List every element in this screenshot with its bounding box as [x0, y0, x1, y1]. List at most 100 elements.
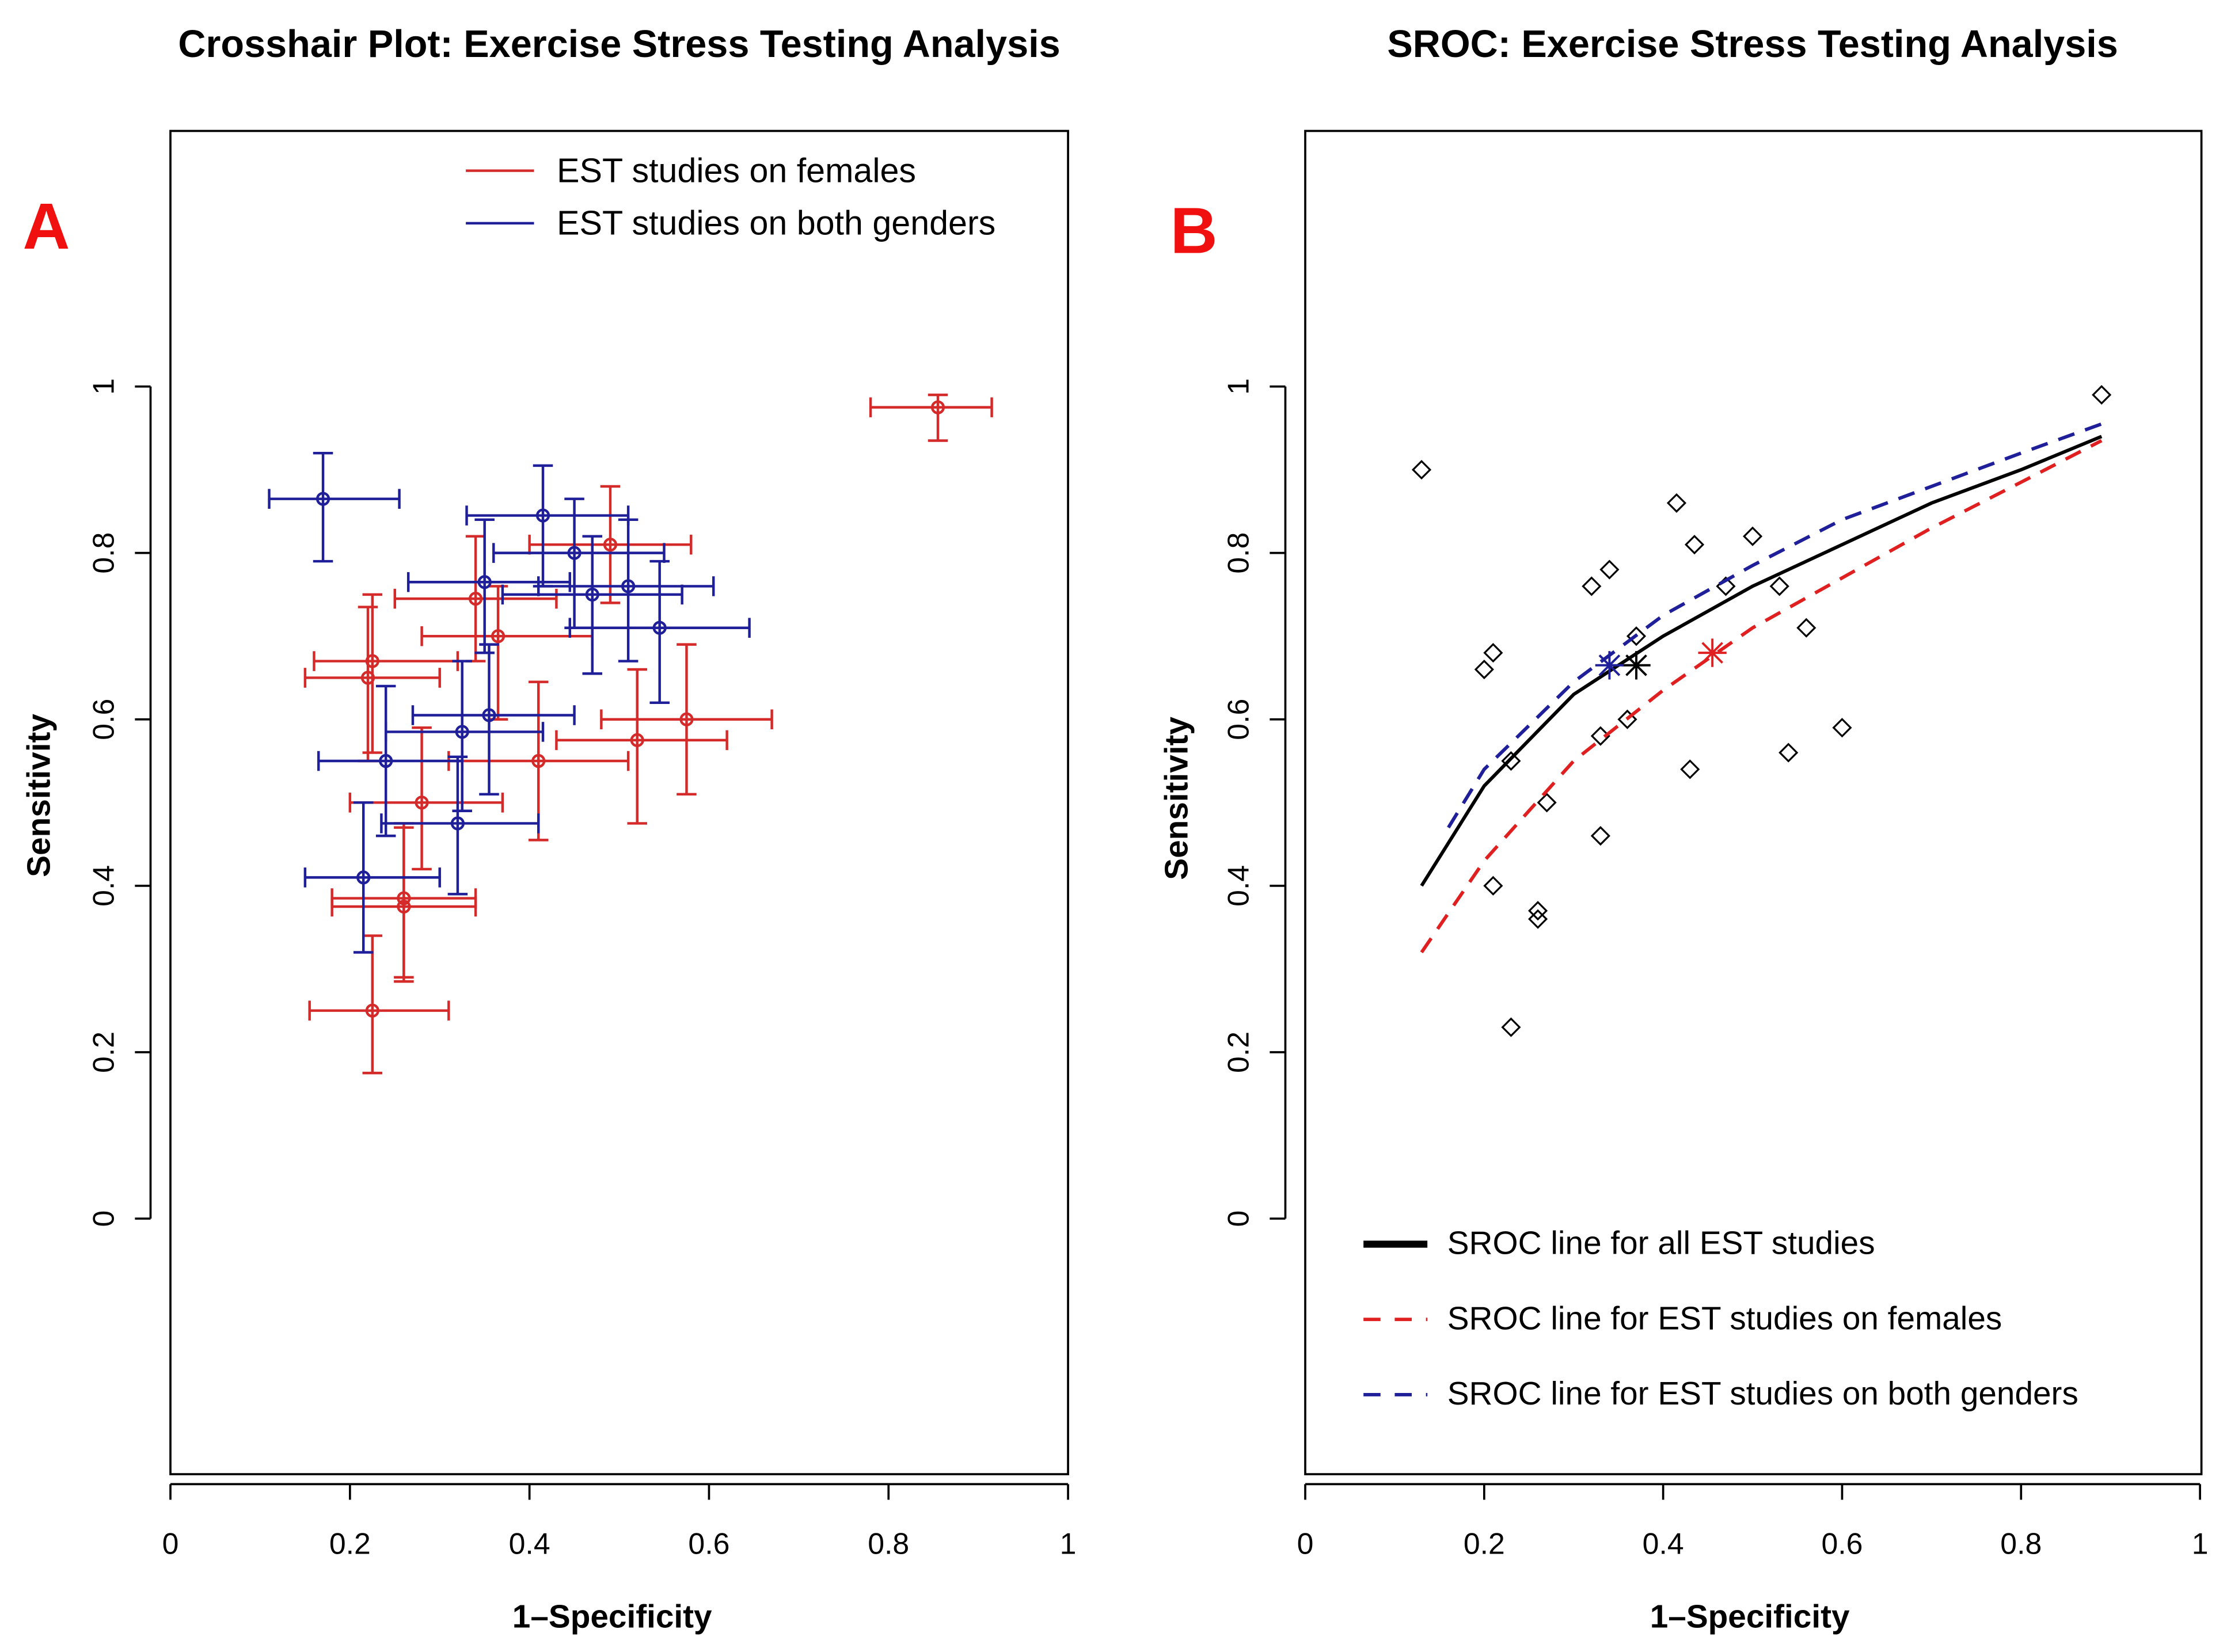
study-point	[1483, 876, 1503, 896]
summary-point-asterisk	[1698, 638, 1727, 667]
point-marker	[356, 870, 371, 885]
crosshair-point	[330, 826, 477, 983]
sroc-line-females	[1420, 439, 2103, 954]
crosshair-point	[268, 451, 401, 563]
crosshair-point	[465, 464, 630, 588]
crosshair-point	[555, 668, 728, 825]
study-point	[1528, 909, 1548, 929]
x-tick-label: 0.8	[868, 1527, 909, 1560]
legend-label: SROC line for EST studies on both gender…	[1447, 1376, 2078, 1412]
crosshair-point	[308, 934, 450, 1075]
point-marker	[397, 899, 411, 914]
study-point	[1617, 709, 1637, 729]
y-tick-label: 0.6	[1221, 699, 1255, 740]
study-point	[1626, 626, 1647, 646]
summary-point-asterisk	[1595, 651, 1624, 680]
y-tick-label: 0.4	[1221, 865, 1255, 907]
crosshair-point	[411, 643, 576, 796]
legend-label: EST studies on both genders	[557, 204, 995, 242]
summary-point-asterisk	[1622, 651, 1651, 680]
panel-b-title: SROC: Exercise Stress Testing Analysis	[1387, 23, 2118, 66]
x-tick-label: 0.2	[1464, 1527, 1505, 1560]
study-point	[1666, 493, 1687, 513]
x-tick-label: 0.4	[509, 1527, 550, 1560]
point-marker	[603, 538, 618, 552]
crosshair-point	[384, 660, 545, 812]
crosshair-point	[420, 585, 594, 721]
point-marker	[652, 621, 667, 635]
study-point	[1474, 659, 1494, 680]
study-point	[1743, 526, 1763, 546]
x-tick-label: 0.2	[329, 1527, 371, 1560]
panel-a-x-label: 1–Specificity	[512, 1599, 712, 1635]
point-marker	[477, 575, 492, 589]
study-point	[1537, 793, 1557, 813]
study-point	[1501, 751, 1521, 771]
x-tick-label: 0.8	[2000, 1527, 2042, 1560]
legend-label: SROC line for EST studies on females	[1447, 1300, 2002, 1337]
y-tick-label: 0.2	[1221, 1031, 1255, 1073]
y-tick-label: 0.4	[86, 865, 120, 907]
point-marker	[379, 753, 393, 768]
study-point	[1411, 460, 1432, 480]
point-marker	[535, 508, 550, 523]
y-tick-label: 0	[86, 1211, 120, 1227]
y-tick-label: 0.2	[86, 1031, 120, 1073]
point-marker	[679, 712, 694, 726]
study-point	[1590, 726, 1610, 746]
asterisk-stroke	[1701, 642, 1723, 664]
crosshair-point	[380, 755, 540, 896]
study-point	[1590, 826, 1610, 846]
panel-a-crosshair-plot: Crosshair Plot: Exercise Stress Testing …	[21, 23, 1076, 1635]
point-marker	[469, 592, 483, 606]
panel-b-x-label: 1–Specificity	[1650, 1599, 1850, 1635]
sroc-line-all	[1420, 435, 2103, 887]
crosshair-point	[537, 518, 715, 663]
crosshair-point	[528, 485, 693, 604]
study-point	[1501, 1017, 1521, 1037]
crosshair-point	[393, 535, 558, 663]
study-point	[1796, 618, 1816, 638]
crosshair-point	[869, 393, 993, 442]
series-females	[303, 393, 993, 1075]
x-tick-label: 1	[1060, 1527, 1077, 1560]
crosshair-point	[317, 684, 463, 838]
study-point	[1778, 743, 1799, 763]
point-marker	[365, 1003, 379, 1018]
point-marker	[567, 546, 582, 560]
crosshair-point	[406, 518, 572, 654]
y-tick-label: 0.8	[86, 532, 120, 574]
x-tick-label: 0.4	[1643, 1527, 1684, 1560]
asterisk-stroke	[1598, 654, 1621, 676]
panel-a-plot-box	[169, 130, 1069, 1475]
study-point	[1684, 535, 1705, 555]
point-marker	[455, 725, 469, 739]
study-point	[1483, 643, 1503, 663]
y-tick-label: 0.6	[86, 699, 120, 740]
panel-a-title: Crosshair Plot: Exercise Stress Testing …	[178, 23, 1060, 66]
crosshair-point	[501, 535, 683, 675]
panel-a-y-label: Sensitivity	[21, 714, 57, 877]
x-tick-label: 0.6	[688, 1527, 729, 1560]
point-marker	[360, 671, 375, 685]
crosshair-point	[492, 497, 666, 629]
study-point	[1582, 576, 1602, 596]
x-tick-label: 0	[162, 1527, 179, 1560]
study-point	[1769, 576, 1789, 596]
panel-b-plot-box	[1304, 130, 2203, 1475]
crosshair-point	[303, 801, 441, 954]
x-tick-label: 1	[2192, 1527, 2209, 1560]
sroc-line-both-genders	[1447, 422, 2103, 829]
study-point	[1599, 559, 1620, 580]
y-tick-label: 0.8	[1221, 532, 1255, 574]
point-marker	[491, 629, 506, 644]
point-marker	[630, 733, 644, 747]
point-marker	[482, 708, 496, 722]
study-point	[1832, 718, 1852, 738]
point-marker	[621, 579, 636, 593]
y-tick-label: 0	[1221, 1211, 1255, 1227]
series-both-genders	[268, 451, 751, 954]
point-marker	[585, 587, 599, 602]
legend-label: EST studies on females	[557, 151, 916, 189]
point-marker	[531, 753, 546, 768]
